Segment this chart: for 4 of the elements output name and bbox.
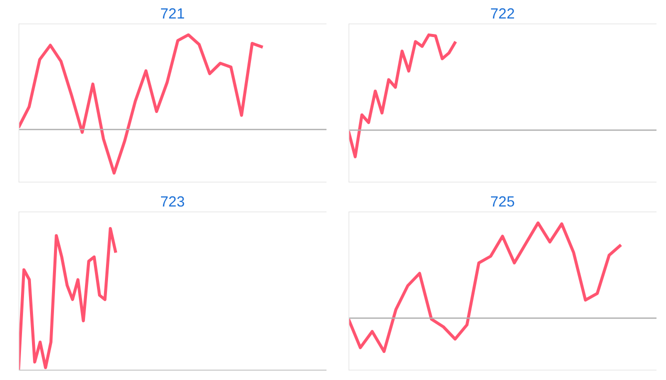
chart-title: 725 (490, 194, 515, 210)
chart-title: 723 (160, 194, 185, 210)
chart-title: 722 (490, 6, 515, 22)
chart-title: 721 (160, 6, 185, 22)
